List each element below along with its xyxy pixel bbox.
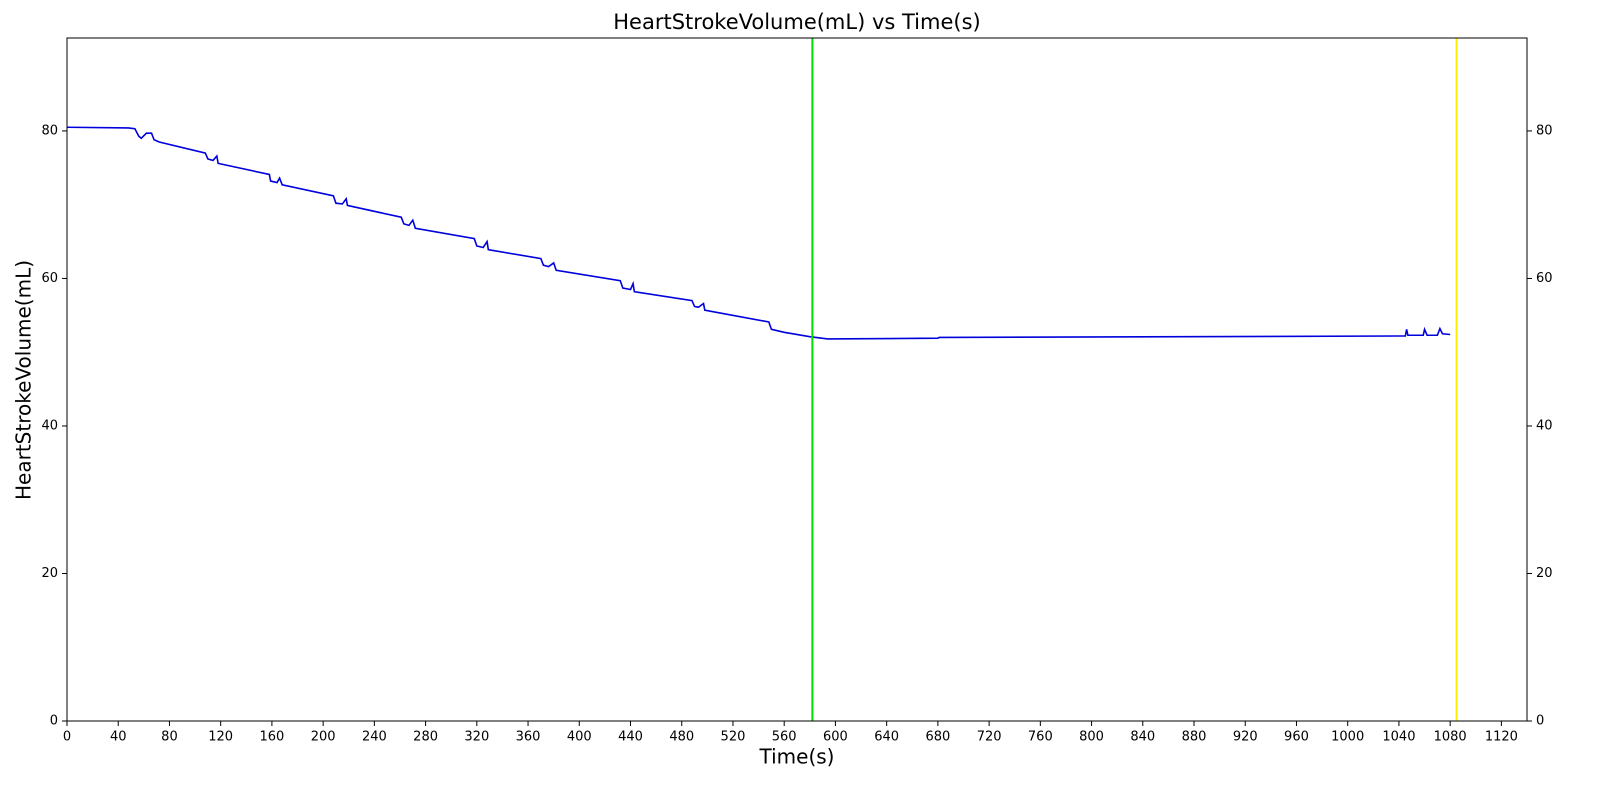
x-tick-label: 720 (977, 730, 1002, 745)
chart-title: HeartStrokeVolume(mL) vs Time(s) (613, 10, 980, 34)
x-tick-label: 80 (161, 730, 178, 745)
y-tick-label-right: 0 (1536, 714, 1544, 729)
y-tick-label: 20 (41, 566, 58, 581)
x-tick-label: 800 (1079, 730, 1104, 745)
y-tick-label: 60 (41, 271, 58, 286)
y-tick-label-right: 60 (1536, 271, 1553, 286)
y-tick-label-right: 40 (1536, 418, 1553, 433)
x-tick-label: 160 (259, 730, 284, 745)
x-tick-label: 40 (110, 730, 127, 745)
x-tick-label: 1120 (1485, 730, 1518, 745)
x-tick-label: 920 (1233, 730, 1258, 745)
y-tick-label-right: 80 (1536, 123, 1553, 138)
x-tick-label: 680 (925, 730, 950, 745)
x-tick-label: 440 (618, 730, 643, 745)
x-tick-label: 480 (669, 730, 694, 745)
x-tick-label: 1080 (1434, 730, 1467, 745)
data-line (66, 126, 1451, 340)
x-tick-label: 360 (516, 730, 541, 745)
y-tick-label: 0 (50, 714, 58, 729)
x-tick-label: 640 (874, 730, 899, 745)
y-tick-label-right: 20 (1536, 566, 1553, 581)
x-tick-label: 120 (208, 730, 233, 745)
x-tick-label: 320 (464, 730, 489, 745)
x-tick-label: 960 (1284, 730, 1309, 745)
y-tick-label: 80 (41, 123, 58, 138)
x-tick-label: 400 (567, 730, 592, 745)
x-tick-label: 600 (823, 730, 848, 745)
y-axis-label: HeartStrokeVolume(mL) (12, 260, 36, 500)
x-tick-label: 200 (311, 730, 336, 745)
x-tick-label: 1000 (1331, 730, 1364, 745)
x-tick-label: 1040 (1382, 730, 1415, 745)
x-tick-label: 0 (63, 730, 71, 745)
x-tick-label: 240 (362, 730, 387, 745)
x-tick-label: 840 (1130, 730, 1155, 745)
x-tick-label: 880 (1182, 730, 1207, 745)
x-tick-label: 280 (413, 730, 438, 745)
y-tick-label: 40 (41, 418, 58, 433)
x-tick-label: 760 (1028, 730, 1053, 745)
x-axis-label: Time(s) (759, 745, 835, 769)
x-tick-label: 560 (772, 730, 797, 745)
x-tick-label: 520 (721, 730, 746, 745)
plot-frame (66, 37, 1528, 722)
